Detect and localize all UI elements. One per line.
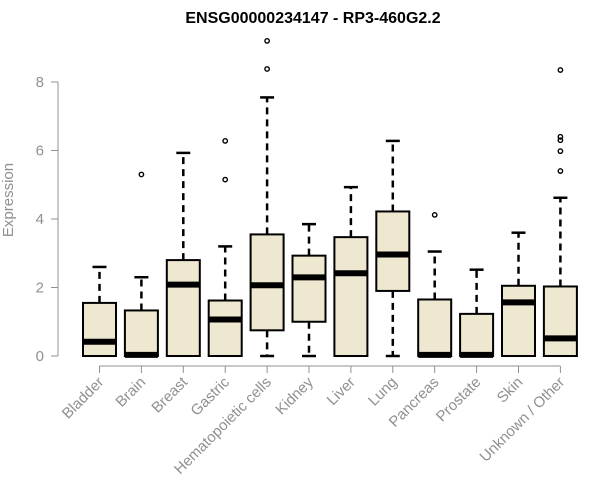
outlier-point: [222, 176, 229, 183]
box: [542, 285, 578, 357]
x-category-label: Prostate: [433, 374, 485, 426]
box: [333, 236, 369, 357]
box: [82, 301, 117, 358]
outlier-point: [264, 38, 270, 44]
outlier-point: [431, 211, 438, 218]
box-group: [249, 38, 285, 358]
box-group: [542, 67, 578, 357]
y-tick-label: 0: [36, 348, 44, 365]
x-category-label: Liver: [324, 374, 359, 409]
box-group: [123, 171, 159, 358]
y-tick-label: 6: [36, 143, 44, 160]
box-group: [165, 151, 201, 358]
x-category-label: Brain: [112, 374, 149, 411]
y-axis-label: Expression: [0, 163, 17, 237]
box-group: [459, 268, 495, 358]
y-axis: 0 2 4 6 8: [36, 74, 59, 365]
box: [207, 299, 243, 358]
box: [375, 210, 411, 292]
outlier-point: [222, 138, 229, 144]
outlier-point: [264, 66, 270, 72]
x-category-label: Bladder: [59, 374, 108, 423]
box: [501, 284, 536, 358]
box-group: [207, 138, 243, 358]
outlier-point: [557, 137, 564, 144]
box: [459, 312, 495, 357]
outlier-point: [557, 148, 564, 155]
x-category-label: Breast: [148, 373, 191, 416]
x-category-label: Lung: [365, 374, 401, 410]
box-group: [375, 139, 411, 358]
box: [417, 298, 453, 357]
box: [165, 259, 201, 358]
outlier-point: [557, 168, 564, 174]
x-category-label: Skin: [494, 374, 527, 407]
y-tick-label: 2: [36, 280, 44, 297]
box: [123, 309, 159, 358]
box: [291, 254, 327, 323]
box-group: [417, 211, 453, 358]
chart-title: ENSG00000234147 - RP3-460G2.2: [185, 10, 440, 27]
box-group: [333, 185, 369, 357]
x-category-label: Kidney: [272, 373, 317, 418]
box-group: [501, 231, 536, 358]
outlier-point: [138, 171, 145, 178]
plot-area: [82, 38, 578, 358]
box-group: [291, 222, 327, 358]
y-tick-label: 4: [36, 211, 44, 228]
outlier-point: [557, 67, 564, 73]
outlier-point: [557, 133, 564, 140]
box-group: [82, 265, 117, 358]
y-tick-label: 8: [36, 74, 44, 91]
